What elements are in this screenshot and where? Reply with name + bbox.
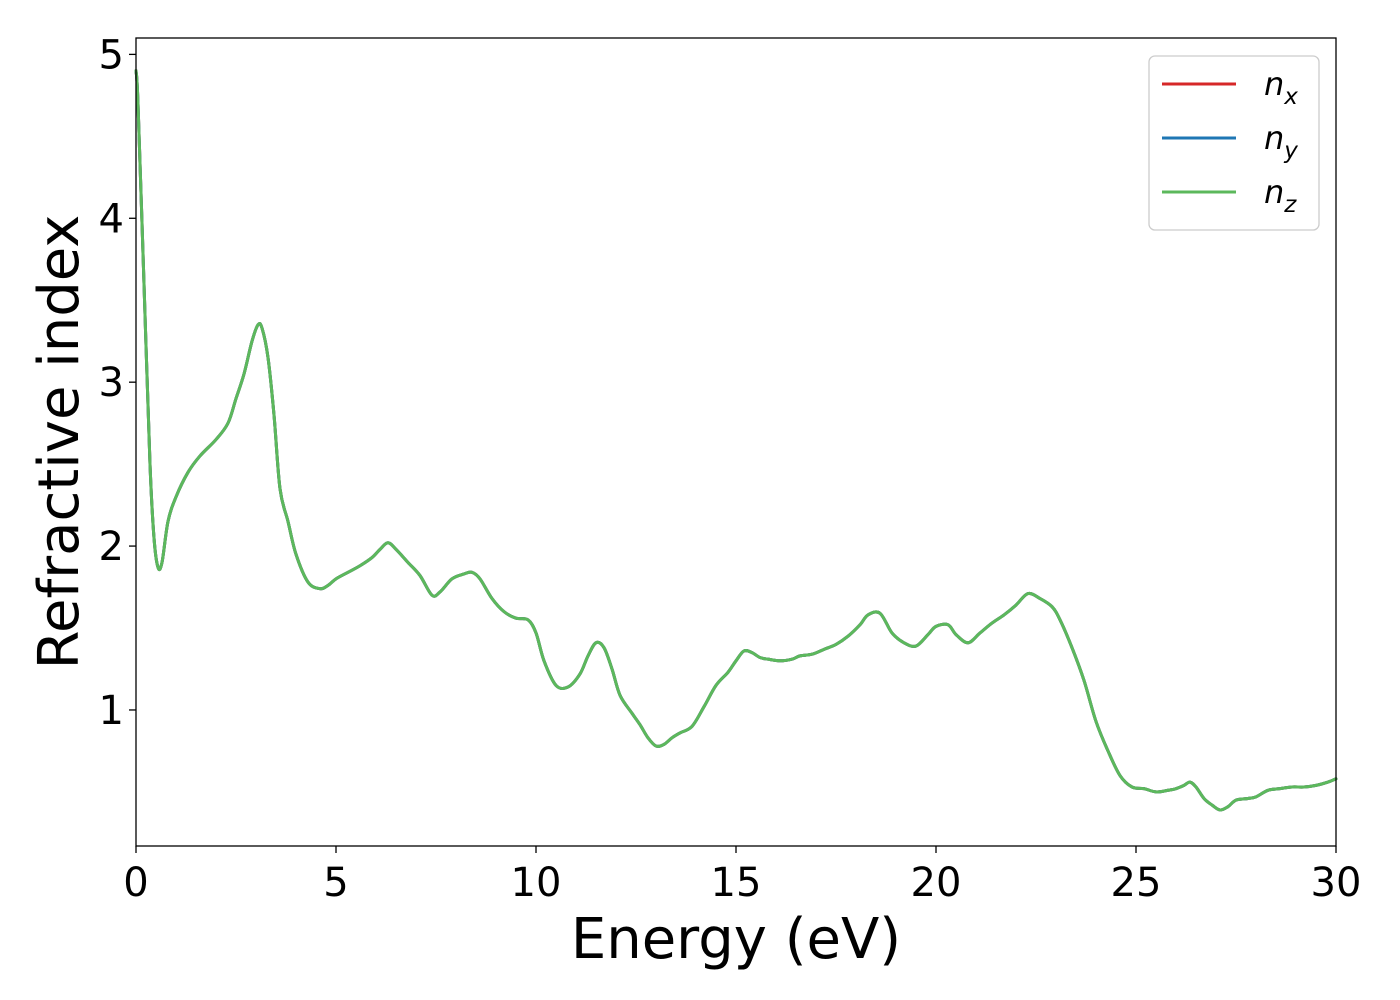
y-tick-label-5: 5 [99, 32, 124, 78]
x-tick-label-0: 0 [123, 860, 148, 906]
y-axis-label: Refractive index [27, 215, 92, 670]
series-line-z [134, 69, 1338, 812]
x-tick-label-25: 25 [1111, 860, 1162, 906]
tick-layer: 0 5 10 15 20 25 30 1 2 3 4 5 [99, 32, 1362, 906]
x-tick-label-15: 15 [711, 860, 762, 906]
series-layer [134, 69, 1338, 812]
x-tick-label-10: 10 [511, 860, 562, 906]
x-tick-label-30: 30 [1311, 860, 1362, 906]
legend-box [1148, 55, 1320, 231]
y-tick-label-1: 1 [99, 688, 124, 734]
y-tick-label-4: 4 [99, 196, 124, 242]
x-tick-label-5: 5 [323, 860, 348, 906]
y-tick-label-3: 3 [99, 360, 124, 406]
legend-label-x: nx [1264, 65, 1298, 110]
x-axis-label: Energy (eV) [571, 907, 901, 972]
legend-label-y: ny [1264, 119, 1298, 164]
y-tick-label-2: 2 [99, 524, 124, 570]
x-tick-label-20: 20 [911, 860, 962, 906]
